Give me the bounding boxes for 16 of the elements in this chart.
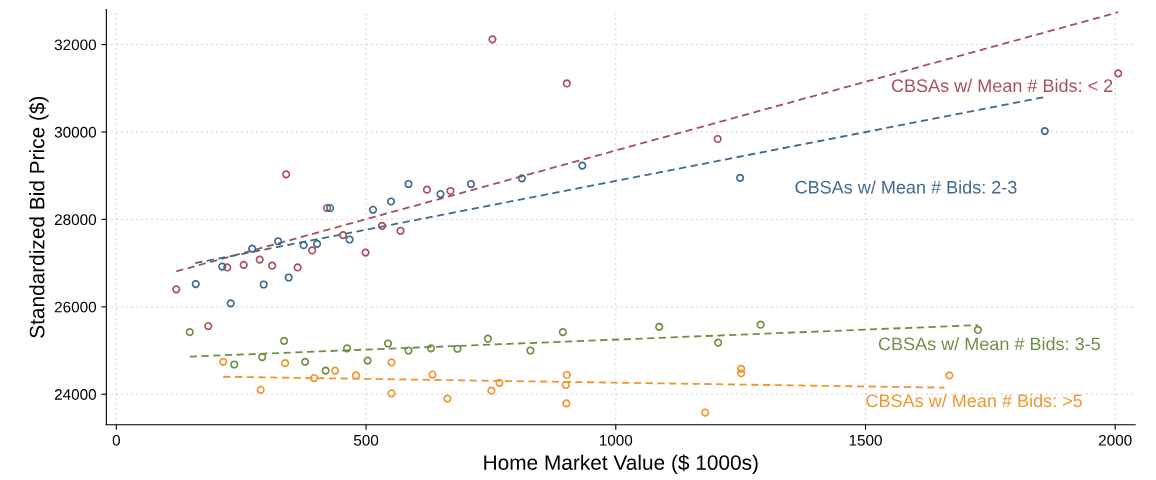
series-label: CBSAs w/ Mean # Bids: 3-5	[878, 337, 1100, 351]
y-tick-label: 32000	[54, 39, 97, 51]
y-tick-label: 30000	[54, 126, 97, 138]
x-tick-label: 2000	[1098, 434, 1132, 446]
series-label: CBSAs w/ Mean # Bids: < 2	[891, 78, 1113, 93]
x-tick-label: 500	[353, 434, 379, 446]
series-label: CBSAs w/ Mean # Bids: 2-3	[795, 180, 1017, 194]
y-tick-label: 24000	[54, 389, 97, 400]
x-axis-title: Home Market Value ($ 1000s)	[484, 454, 758, 475]
y-tick-label: 28000	[54, 214, 97, 226]
series-label: CBSAs w/ Mean # Bids: >5	[866, 393, 1082, 408]
y-tick-label: 26000	[54, 301, 97, 313]
x-tick-label: 0	[112, 434, 120, 446]
x-tick-label: 1500	[849, 434, 882, 446]
y-axis-title: Standardized Bid Price ($)	[28, 96, 49, 338]
x-tick-label: 1000	[599, 434, 633, 446]
